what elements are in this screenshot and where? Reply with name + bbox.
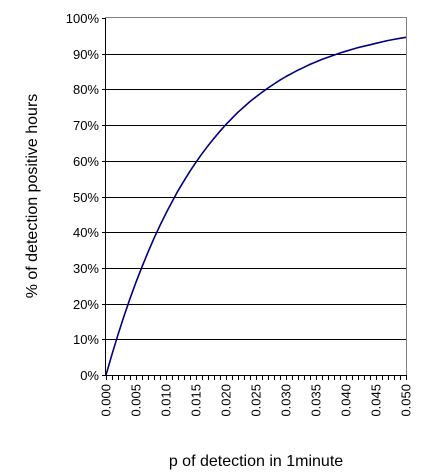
x-tick-label: 0.025 [249,384,264,417]
y-tick-label: 50% [73,190,99,205]
x-tick-label: 0.050 [399,384,414,417]
x-tick-label: 0.005 [129,384,144,417]
y-axis: 0% 10% 20% 30% 40% 50% 60% 70% 80% 90% 100% [66,11,106,383]
y-tick-label: 0% [80,368,99,383]
x-tick-label: 0.000 [99,384,114,417]
series-line [105,36,407,376]
x-tick-label: 0.030 [279,384,294,417]
y-tick-label: 10% [73,332,99,347]
y-tick-label: 30% [73,261,99,276]
y-tick-label: 20% [73,297,99,312]
y-tick-label: 60% [73,154,99,169]
x-tick-label: 0.040 [339,384,354,417]
y-tick-label: 40% [73,225,99,240]
y-tick-label: 100% [66,11,100,26]
x-axis: 0.000 0.005 0.010 0.015 0.020 0.025 0.030 0.035… [99,375,414,417]
y-tick-label: 70% [73,118,99,133]
x-tick-label: 0.045 [369,384,384,417]
plot-area [105,17,407,376]
x-tick-label: 0.010 [159,384,174,417]
y-tick-label: 90% [73,47,99,62]
x-tick-label: 0.035 [309,384,324,417]
series-layer [105,36,407,376]
x-axis-label: p of detection in 1minute [169,453,343,470]
x-tick-label: 0.015 [189,384,204,417]
y-tick-label: 80% [73,82,99,97]
x-tick-label: 0.020 [219,384,234,417]
y-axis-label: % of detection positive hours [24,94,41,299]
